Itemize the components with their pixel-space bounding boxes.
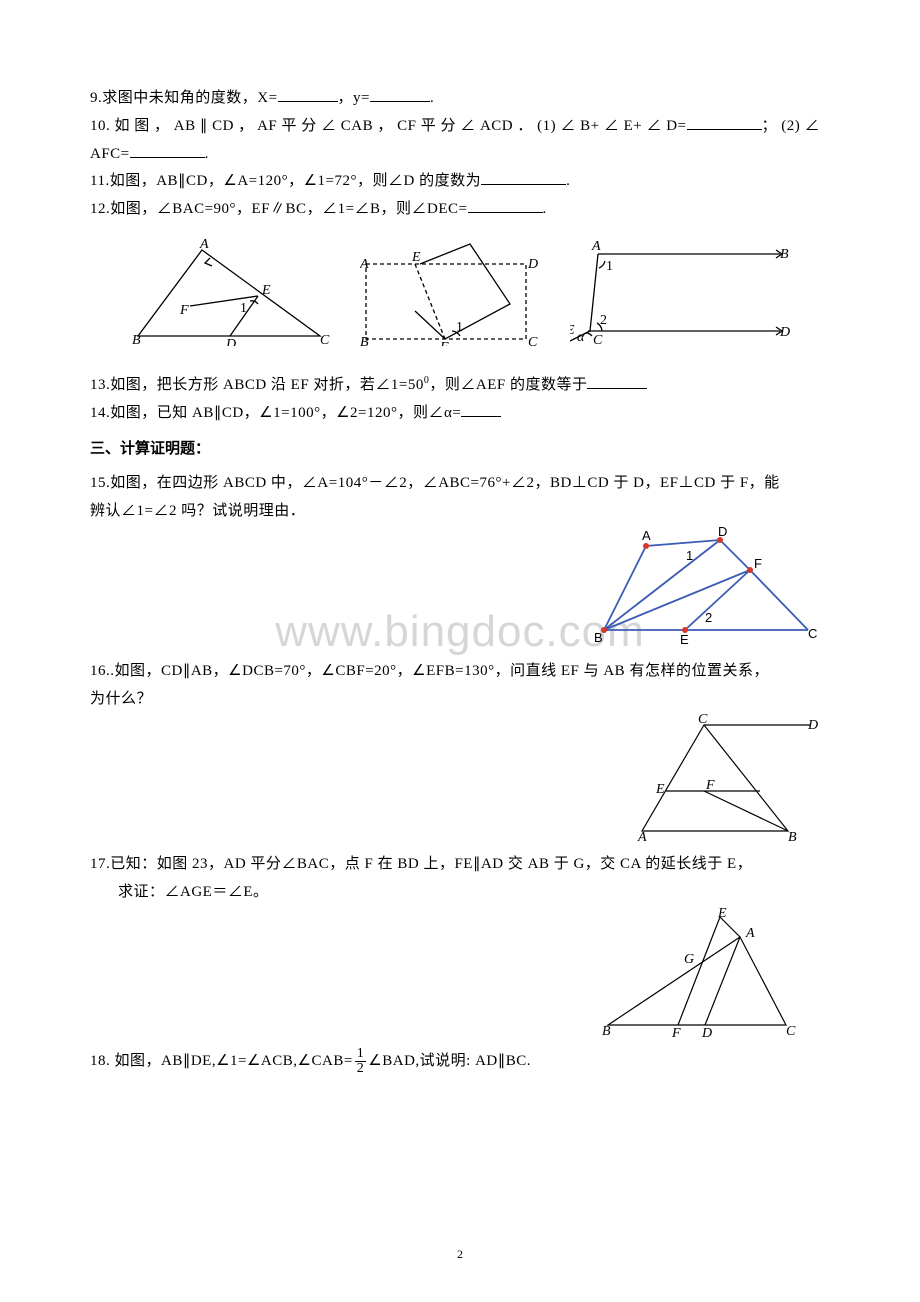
q9-text: 9.求图中未知角的度数，X= [90,90,278,106]
q14-line: 14.如图，已知 AB∥CD，∠1=100°，∠2=120°，则∠α= [90,400,830,428]
label-E: E [411,250,421,265]
q9-line: 9.求图中未知角的度数，X= ，y=. [90,85,830,113]
label-D: D [807,718,818,733]
label-D: D [225,337,236,346]
label-F: F [671,1026,681,1037]
label-B: B [780,247,789,262]
figure-q15: A B C D E F 1 2 [590,526,820,646]
label-A: A [360,257,369,272]
label-E: E [680,632,689,646]
q18-line: 18. 如图，AB∥DE,∠1=∠ACB,∠CAB=12∠BAD,试说明: AD… [90,1047,830,1076]
figure-q13: A B C D E F 1 [360,236,540,346]
label-E: E [717,907,727,921]
q14-text: 14.如图，已知 AB∥CD，∠1=100°，∠2=120°，则∠α= [90,405,461,421]
q16a-line: 16..如图，CD∥AB，∠DCB=70°，∠CBF=20°，∠EFB=130°… [90,658,830,686]
blank [587,374,647,389]
label-D: D [718,526,727,539]
label-F: F [705,778,715,793]
blank [370,87,430,102]
q17b-line: 求证：∠AGE＝∠E。 [90,879,830,907]
label-2: 2 [705,610,712,625]
blank [130,143,205,158]
q10b-text: AFC= [90,146,130,162]
label-B: B [360,335,369,346]
q13-line: 13.如图，把长方形 ABCD 沿 EF 对折，若∠1=500，则∠AEF 的度… [90,372,830,400]
label-C: C [593,333,603,346]
q12-line: 12.如图，∠BAC=90°，EF∥BC，∠1=∠B，则∠DEC=. [90,196,830,224]
blank [461,402,501,417]
label-C: C [528,335,538,346]
figure-q17: A B C D E F G [600,907,800,1037]
figure-q16-wrap: A B C D E F [90,713,830,843]
label-1: 1 [456,320,463,335]
q15a-line: 15.如图，在四边形 ABCD 中，∠A=104°－∠2，∠ABC=76°+∠2… [90,470,830,498]
label-E: E [261,283,271,298]
label-D: D [779,325,790,340]
q13-mid: ，则∠AEF 的度数等于 [429,377,587,393]
q12-end: . [543,201,547,217]
label-A: A [591,239,601,254]
label-alpha: α [577,330,585,345]
figure-q15-wrap: A B C D E F 1 2 [90,526,830,646]
q10b-line: AFC=. [90,141,830,169]
q16b-line: 为什么？ [90,686,830,714]
blank [278,87,338,102]
figure-q12: A B C D E F 1 [130,236,330,346]
label-C: C [320,333,330,346]
q10b-end: . [205,146,209,162]
label-A: A [745,926,755,941]
fraction: 12 [355,1047,367,1076]
q17a-line: 17.已知：如图 23，AD 平分∠BAC，点 F 在 BD 上，FE∥AD 交… [90,851,830,879]
frac-num: 1 [355,1047,367,1062]
label-A: A [642,528,651,543]
label-1: 1 [240,301,247,316]
label-C: C [698,713,708,727]
q10a-end: ； (2) ∠ [762,118,821,134]
blank [468,198,543,213]
section-3-title: 三、计算证明题： [90,433,830,466]
label-B: B [788,830,797,843]
q18a-text: 18. 如图，AB∥DE,∠1=∠ACB,∠CAB= [90,1053,353,1069]
q10a-line: 10. 如 图 ， AB ∥ CD ， AF 平 分 ∠ CAB ， CF 平 … [90,113,830,141]
label-A: A [199,237,209,252]
q11-end: . [566,173,570,189]
blank [687,115,762,130]
label-B: B [132,333,141,346]
label-A: A [637,830,647,843]
q11-line: 11.如图，AB∥CD，∠A=120°，∠1=72°，则∠D 的度数为. [90,168,830,196]
q15b-line: 辨认∠1=∠2 吗？试说明理由． [90,498,830,526]
label-F: F [179,303,189,318]
q18b-text: ∠BAD,试说明: AD∥BC. [368,1053,531,1069]
label-1: 1 [686,548,693,563]
label-C: C [786,1024,796,1037]
q10a-text: 10. 如 图 ， AB ∥ CD ， AF 平 分 ∠ CAB ， CF 平 … [90,118,687,134]
figure-q16: A B C D E F [630,713,820,843]
figure-q17-wrap: A B C D E F G [90,907,830,1037]
label-D: D [701,1026,712,1037]
label-G: G [684,952,694,967]
label-D: D [527,257,538,272]
content-body: 9.求图中未知角的度数，X= ，y=. 10. 如 图 ， AB ∥ CD ， A… [90,85,830,1076]
figure-q14: A B C D E 1 2 α [570,236,790,346]
q9-end: . [430,90,434,106]
label-E: E [570,323,575,338]
q9-mid: ，y= [338,90,370,106]
label-E: E [655,782,665,797]
page-number: 2 [457,1247,463,1262]
q12-text: 12.如图，∠BAC=90°，EF∥BC，∠1=∠B，则∠DEC= [90,201,468,217]
label-C: C [808,626,817,641]
label-F: F [754,556,762,571]
blank [481,170,566,185]
frac-den: 2 [355,1062,367,1076]
q13-text: 13.如图，把长方形 ABCD 沿 EF 对折，若∠1=50 [90,377,424,393]
label-1: 1 [606,259,613,274]
label-B: B [602,1024,611,1037]
label-F: F [439,340,449,346]
label-2: 2 [600,313,607,328]
label-B: B [594,630,603,645]
figure-row-1: A B C D E F 1 A B C D E [90,224,830,358]
q11-text: 11.如图，AB∥CD，∠A=120°，∠1=72°，则∠D 的度数为 [90,173,481,189]
